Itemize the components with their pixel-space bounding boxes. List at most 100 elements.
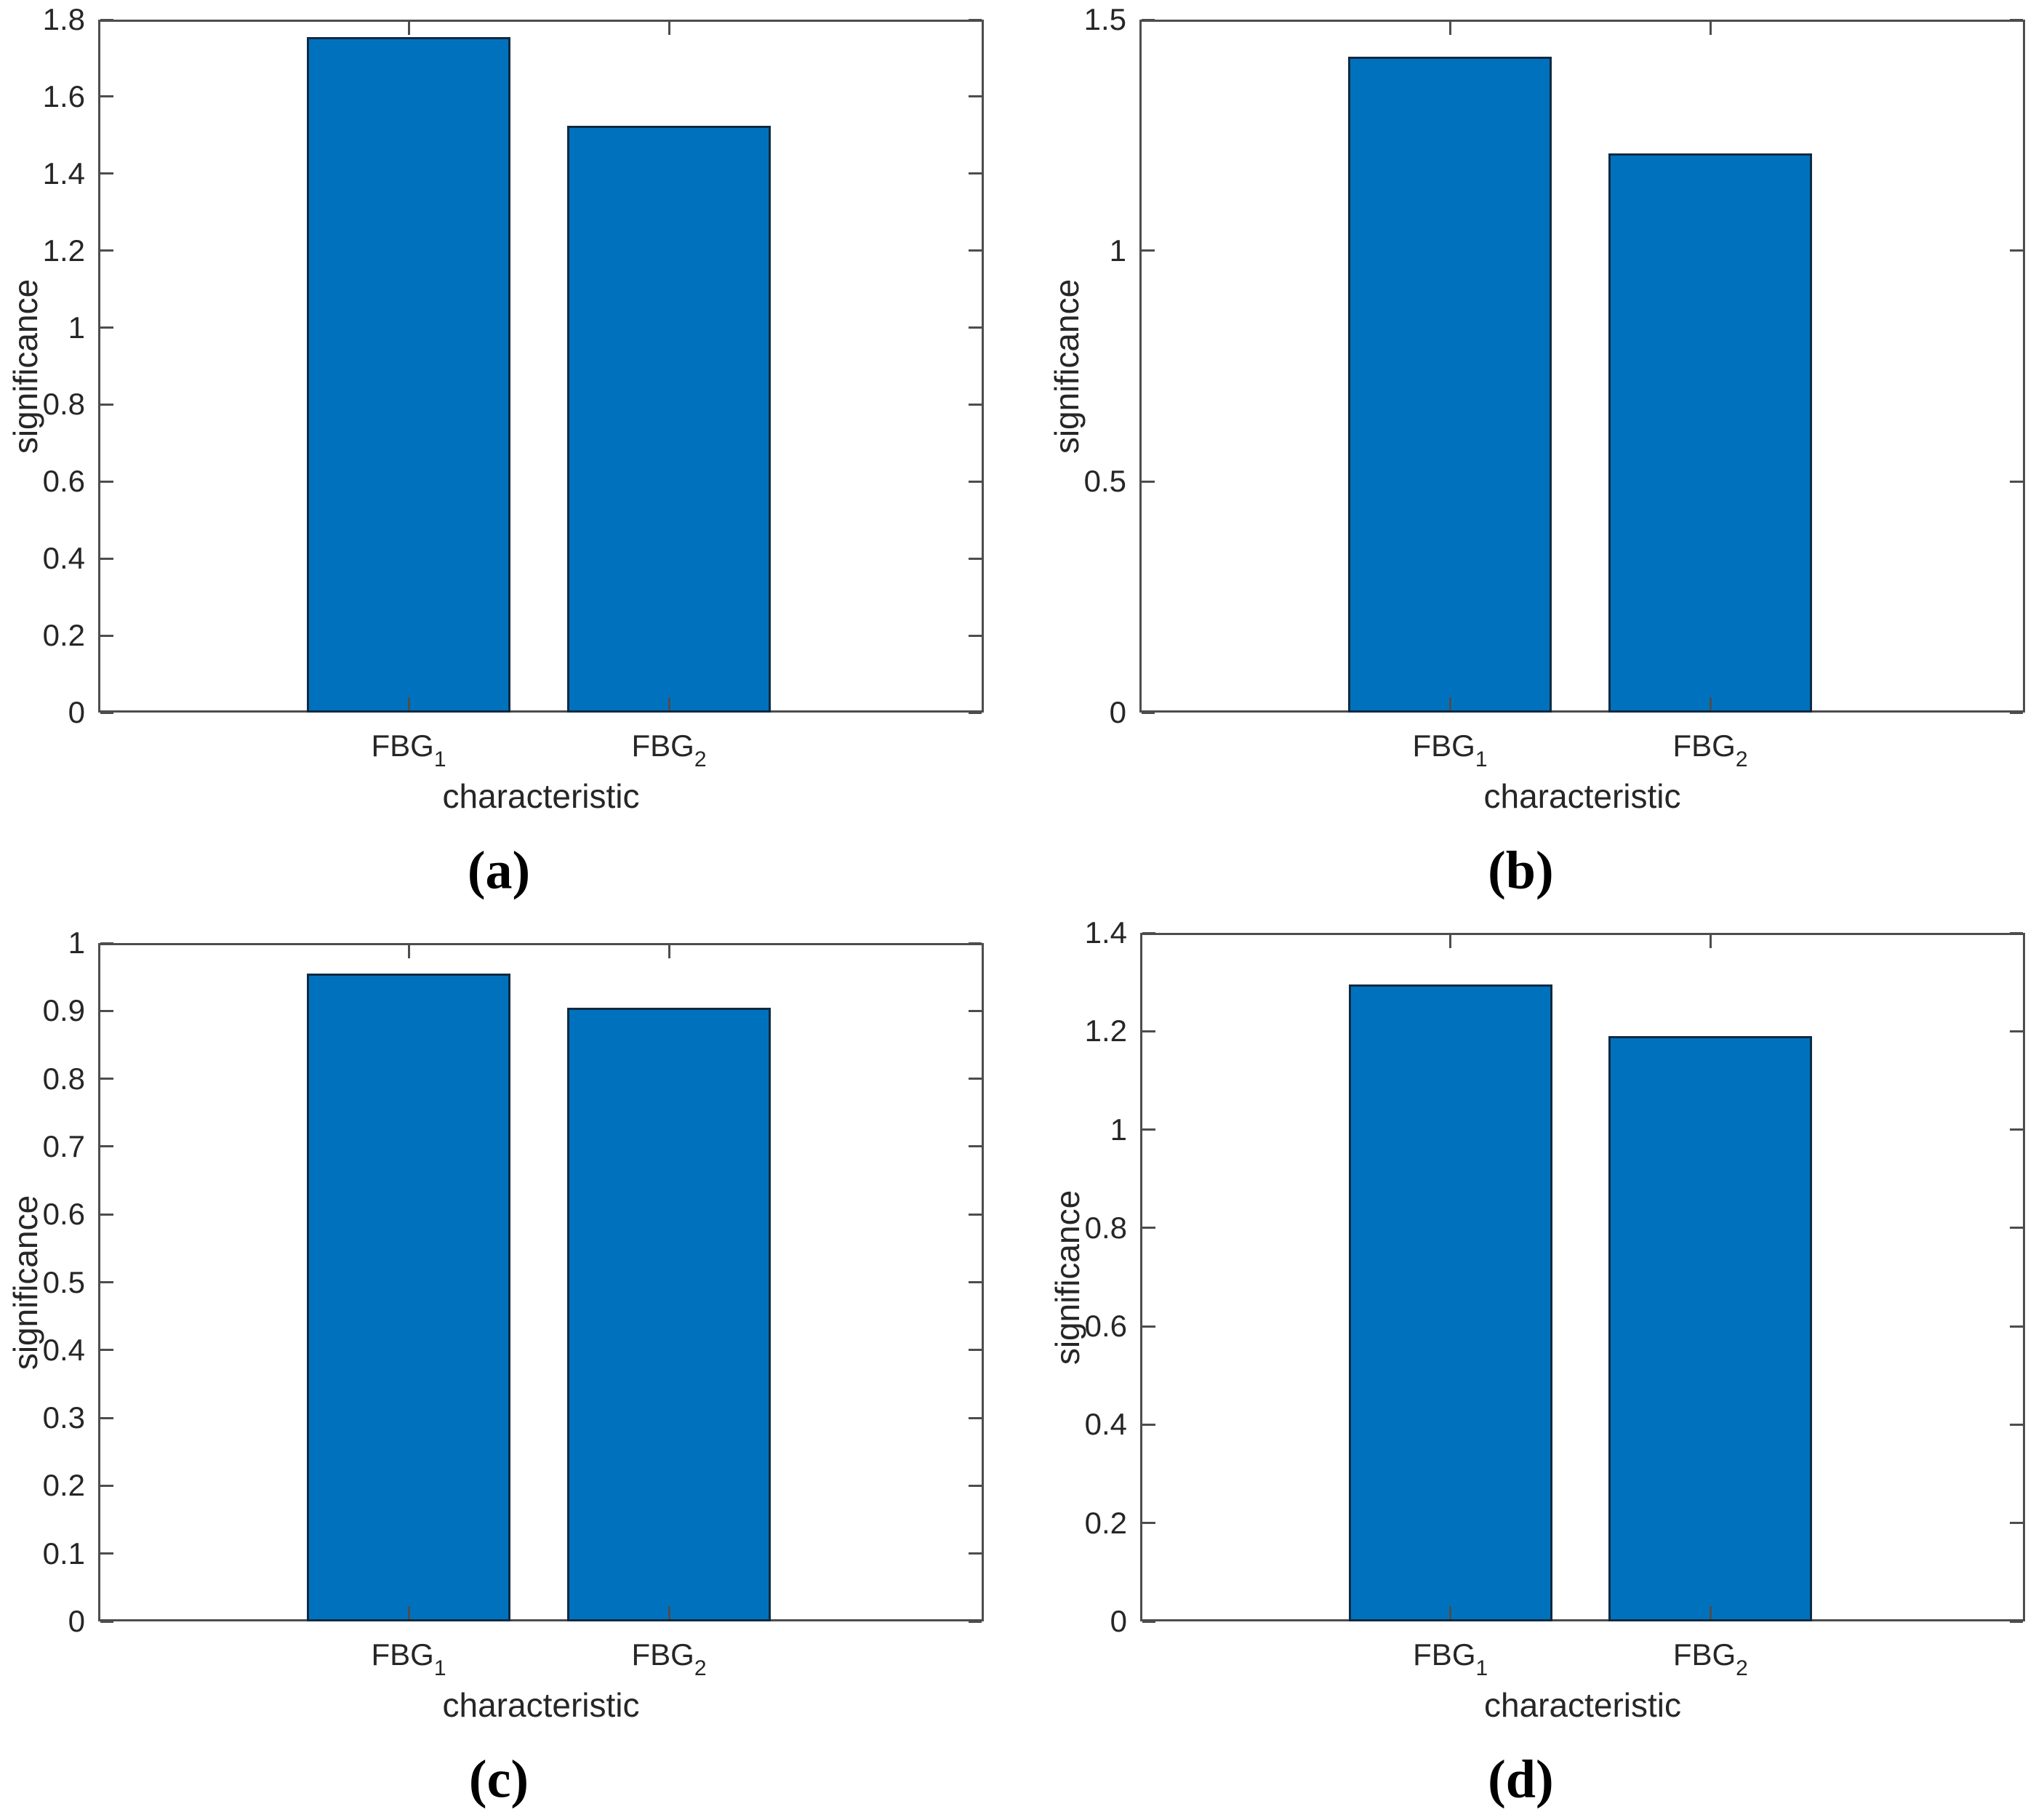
x-tick-top xyxy=(1449,935,1452,948)
y-tick-right xyxy=(969,557,982,560)
y-tick-right xyxy=(969,1620,982,1623)
y-tick-right xyxy=(969,1552,982,1555)
y-tick-label: 1.2 xyxy=(42,233,85,268)
y-tick-right xyxy=(2010,1227,2023,1230)
y-tick xyxy=(1142,1128,1155,1131)
bar-FBG1 xyxy=(307,36,511,713)
x-tick-top xyxy=(1709,22,1712,35)
y-axis-label: significance xyxy=(1048,278,1086,454)
y-tick xyxy=(1142,1423,1155,1426)
y-tick xyxy=(100,634,113,637)
y-tick xyxy=(1142,1325,1155,1328)
y-tick-label: 0.5 xyxy=(1083,464,1126,499)
x-tick xyxy=(407,697,410,710)
y-tick-label: 0.8 xyxy=(42,1061,85,1096)
y-tick-label: 0.4 xyxy=(1084,1407,1127,1442)
y-tick-label: 0.4 xyxy=(42,1332,85,1367)
y-tick-label: 0 xyxy=(1109,695,1126,729)
y-tick-right xyxy=(969,1416,982,1419)
y-tick-label: 0.3 xyxy=(42,1400,85,1435)
y-tick-right xyxy=(969,18,982,21)
y-tick-right xyxy=(969,711,982,714)
y-tick xyxy=(100,1078,113,1080)
x-tick-label-FBG1: FBG1 xyxy=(1413,1637,1488,1680)
y-tick-label: 1 xyxy=(1110,1112,1127,1147)
x-tick xyxy=(1448,697,1451,710)
y-tick-right xyxy=(2010,1325,2023,1328)
bar-FBG2 xyxy=(567,1007,771,1621)
y-tick-label: 1 xyxy=(1109,233,1126,268)
bar-FBG2 xyxy=(1608,1036,1813,1621)
y-tick-label: 0 xyxy=(68,695,85,729)
x-tick-label-FBG2: FBG2 xyxy=(1672,729,1748,771)
y-tick xyxy=(100,172,113,175)
y-tick-right xyxy=(969,1281,982,1283)
bar-FBG1 xyxy=(1348,56,1552,713)
x-tick-label-FBG1: FBG1 xyxy=(1412,729,1488,771)
y-tick-label: 1 xyxy=(68,926,85,960)
y-tick-right xyxy=(2010,931,2023,934)
caption-c: (c) xyxy=(468,1749,529,1810)
y-tick-label: 0 xyxy=(1110,1604,1127,1638)
y-tick-label: 0.6 xyxy=(1084,1309,1127,1344)
y-tick-right xyxy=(2010,1522,2023,1525)
y-tick-right xyxy=(2010,1423,2023,1426)
x-tick xyxy=(668,697,670,710)
y-tick-right xyxy=(969,1009,982,1012)
plot-area xyxy=(1139,20,2025,713)
plot-area xyxy=(98,943,984,1621)
y-tick-right xyxy=(969,1484,982,1487)
y-tick xyxy=(1142,1620,1155,1623)
chart-panel-c: significance characteristic (c) 0 0.1 0.2 0… xyxy=(0,909,1018,1817)
y-tick-label: 0.8 xyxy=(1084,1210,1127,1245)
y-axis-label: significance xyxy=(7,278,44,454)
y-tick-right xyxy=(2010,18,2023,21)
y-tick-right xyxy=(2010,249,2023,252)
x-axis-label: characteristic xyxy=(442,777,640,815)
y-tick xyxy=(100,249,113,252)
y-tick-right xyxy=(2010,711,2023,714)
y-tick-right xyxy=(969,1213,982,1216)
x-tick xyxy=(668,1606,670,1619)
y-tick xyxy=(1142,1522,1155,1525)
y-tick-right xyxy=(969,1078,982,1080)
y-tick xyxy=(100,1484,113,1487)
x-tick xyxy=(1449,1606,1452,1619)
caption-a: (a) xyxy=(467,841,531,901)
y-tick xyxy=(100,95,113,98)
y-tick xyxy=(100,1145,113,1148)
y-tick xyxy=(100,326,113,329)
y-tick-label: 0.1 xyxy=(42,1536,85,1571)
y-tick-right xyxy=(2010,1620,2023,1623)
y-tick-label: 1.8 xyxy=(42,2,85,36)
caption-b: (b) xyxy=(1488,841,1554,901)
y-tick-right xyxy=(969,95,982,98)
y-tick-label: 1.2 xyxy=(1084,1014,1127,1048)
y-tick-label: 0.2 xyxy=(42,618,85,653)
y-tick-label: 1.6 xyxy=(42,79,85,113)
y-tick xyxy=(100,1620,113,1623)
y-tick-right xyxy=(2010,480,2023,483)
y-tick xyxy=(100,1009,113,1012)
y-tick-label: 1.4 xyxy=(42,156,85,190)
y-tick-right xyxy=(2010,1128,2023,1131)
bar-FBG2 xyxy=(567,125,771,713)
x-tick-top xyxy=(1709,935,1712,948)
y-tick xyxy=(100,1213,113,1216)
y-tick-label: 0.7 xyxy=(42,1128,85,1163)
y-tick xyxy=(100,1349,113,1352)
x-tick-top xyxy=(668,22,670,35)
y-tick-label: 1.5 xyxy=(1083,2,1126,36)
x-axis-label: characteristic xyxy=(1484,1686,1681,1724)
y-tick-right xyxy=(969,172,982,175)
x-axis-label: characteristic xyxy=(442,1686,640,1724)
x-axis-label: characteristic xyxy=(1483,777,1681,815)
y-tick-label: 0.2 xyxy=(1084,1505,1127,1540)
y-tick-right xyxy=(969,403,982,406)
y-tick xyxy=(100,557,113,560)
y-tick-label: 0.2 xyxy=(42,1468,85,1503)
bar-FBG1 xyxy=(307,973,511,1621)
x-tick-top xyxy=(407,22,410,35)
y-tick xyxy=(100,403,113,406)
